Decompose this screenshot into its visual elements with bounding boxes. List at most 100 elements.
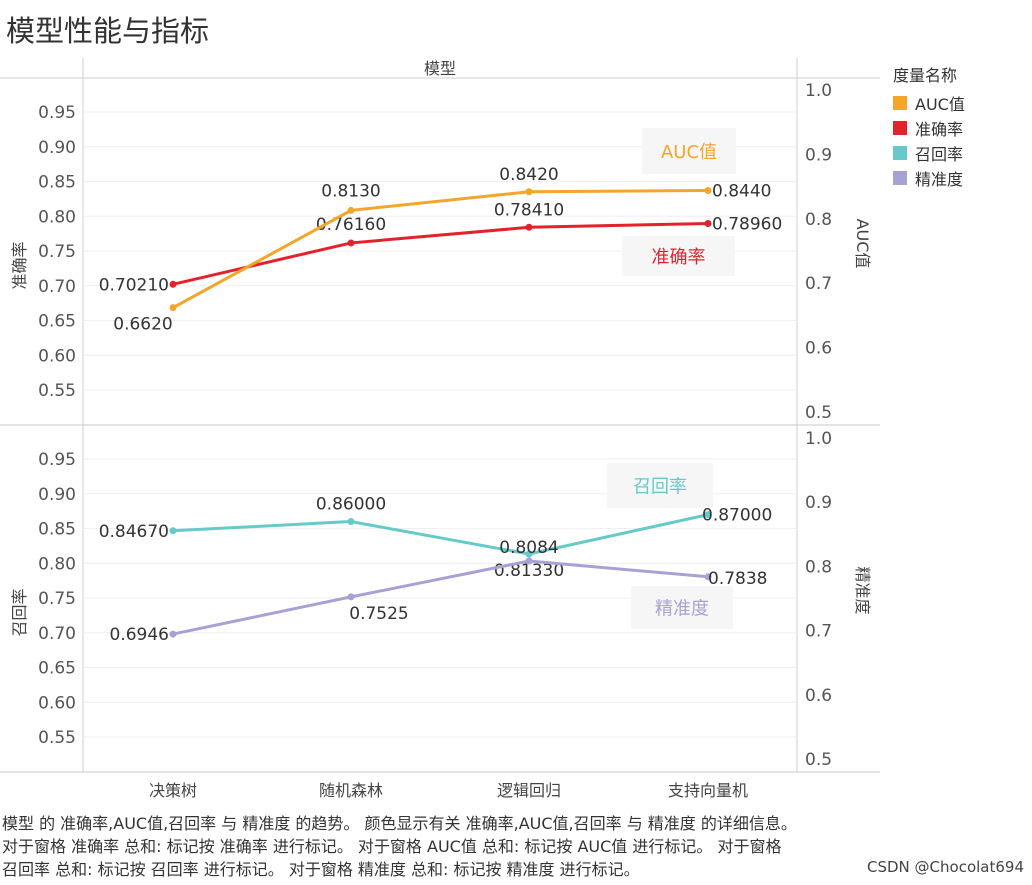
legend-swatch (893, 95, 907, 110)
left-tick-label: 0.85 (38, 520, 76, 540)
right-tick-label: 0.5 (805, 403, 832, 423)
category-label: 随机森林 (319, 781, 383, 800)
left-tick-label: 0.95 (38, 103, 76, 123)
left-tick-label: 0.65 (38, 659, 76, 679)
left-tick-label: 0.80 (38, 207, 76, 227)
series-line-准确率 (172, 221, 709, 286)
left-axis-title: 准确率 (10, 241, 29, 289)
right-tick-label: 0.7 (805, 622, 832, 642)
legend-label: 精准度 (915, 169, 964, 189)
data-point (525, 223, 533, 231)
left-tick-label: 0.60 (38, 346, 76, 366)
right-tick-label: 0.7 (805, 274, 832, 294)
data-label: 0.78960 (712, 214, 782, 234)
left-tick-label: 0.55 (38, 381, 76, 401)
data-point (525, 557, 533, 565)
data-point (169, 280, 177, 288)
data-label: 0.84670 (99, 522, 169, 542)
data-point (169, 527, 177, 535)
watermark: CSDN @Chocolat694 (867, 858, 1024, 876)
data-label: 0.86000 (316, 495, 386, 515)
data-point (169, 630, 177, 638)
data-label: 0.8084 (499, 538, 558, 558)
data-label: 0.7838 (708, 569, 767, 589)
category-label: 支持向量机 (668, 781, 748, 800)
left-tick-label: 0.70 (38, 624, 76, 644)
data-label: 0.78410 (494, 200, 564, 220)
data-point (704, 573, 712, 581)
data-point (169, 304, 177, 312)
legend: 度量名称 AUC值 准确率 召回率 精准度 (893, 62, 965, 190)
legend-title: 度量名称 (893, 66, 958, 85)
series-annotation-label: AUC值 (661, 142, 717, 163)
left-tick-label: 0.85 (38, 173, 76, 193)
right-tick-label: 0.6 (805, 686, 832, 706)
series-annotation-box (631, 586, 733, 629)
left-axis-title: 召回率 (10, 588, 29, 636)
right-tick-label: 1.0 (805, 429, 832, 449)
left-tick-label: 0.75 (38, 242, 76, 262)
data-label: 0.87000 (702, 506, 772, 526)
data-label: 0.70210 (99, 275, 169, 295)
data-point (525, 550, 533, 558)
left-tick-label: 0.95 (38, 450, 76, 470)
left-tick-label: 0.70 (38, 277, 76, 297)
data-point (347, 206, 355, 214)
legend-swatch (893, 170, 907, 185)
left-tick-label: 0.65 (38, 312, 76, 332)
column-header: 模型 (424, 59, 456, 78)
series-annotation-box (642, 128, 736, 174)
legend-item-accuracy[interactable]: 准确率 (893, 115, 965, 140)
right-tick-label: 0.6 (805, 339, 832, 359)
caption-line: 模型 的 准确率,AUC值,召回率 与 精准度 的趋势。 颜色显示有关 准确率,… (2, 814, 797, 833)
data-label: 0.8440 (712, 181, 771, 201)
series-annotation-box (622, 236, 735, 276)
right-tick-label: 0.8 (805, 557, 832, 577)
series-annotation-label: 精准度 (655, 599, 709, 620)
category-label: 逻辑回归 (497, 781, 561, 800)
series-annotation-label: 准确率 (652, 247, 706, 268)
data-point (704, 219, 712, 227)
data-point (525, 188, 533, 196)
data-label: 0.6620 (113, 315, 172, 335)
data-point (347, 593, 355, 601)
chart-caption: 模型 的 准确率,AUC值,召回率 与 精准度 的趋势。 颜色显示有关 准确率,… (2, 812, 882, 881)
legend-swatch (893, 120, 907, 135)
legend-item-recall[interactable]: 召回率 (893, 140, 965, 165)
data-label: 0.7525 (349, 604, 408, 624)
legend-label: AUC值 (915, 94, 965, 114)
right-axis-title: AUC值 (853, 219, 872, 269)
series-annotation-label: 召回率 (633, 477, 687, 498)
left-tick-label: 0.90 (38, 485, 76, 505)
caption-line: 召回率 总和: 标记按 召回率 进行标记。 对于窗格 精准度 总和: 标记按 精… (2, 860, 640, 879)
left-tick-label: 0.55 (38, 728, 76, 748)
data-label: 0.8420 (499, 165, 558, 185)
legend-item-precision[interactable]: 精准度 (893, 165, 965, 190)
right-axis-title: 精准度 (853, 566, 872, 614)
series-annotation-box (607, 463, 713, 508)
category-label: 决策树 (149, 781, 197, 800)
chart-title: 模型性能与指标 (6, 14, 210, 48)
data-label: 0.8130 (321, 181, 380, 201)
data-point (347, 518, 355, 526)
legend-label: 召回率 (915, 144, 964, 164)
series-line-召回率 (172, 513, 709, 556)
legend-item-auc[interactable]: AUC值 (893, 90, 965, 115)
data-point (347, 239, 355, 247)
legend-swatch (893, 145, 907, 160)
left-tick-label: 0.80 (38, 554, 76, 574)
data-label: 0.6946 (110, 625, 169, 645)
data-point (704, 186, 712, 194)
right-tick-label: 0.9 (805, 493, 832, 513)
left-tick-label: 0.75 (38, 589, 76, 609)
legend-label: 准确率 (915, 119, 964, 139)
right-tick-label: 0.5 (805, 750, 832, 770)
right-tick-label: 1.0 (805, 81, 832, 101)
caption-line: 对于窗格 准确率 总和: 标记按 准确率 进行标记。 对于窗格 AUC值 总和:… (2, 837, 782, 856)
left-tick-label: 0.90 (38, 138, 76, 158)
right-tick-label: 0.9 (805, 145, 832, 165)
right-tick-label: 0.8 (805, 210, 832, 230)
left-tick-label: 0.60 (38, 693, 76, 713)
data-point (704, 511, 712, 519)
